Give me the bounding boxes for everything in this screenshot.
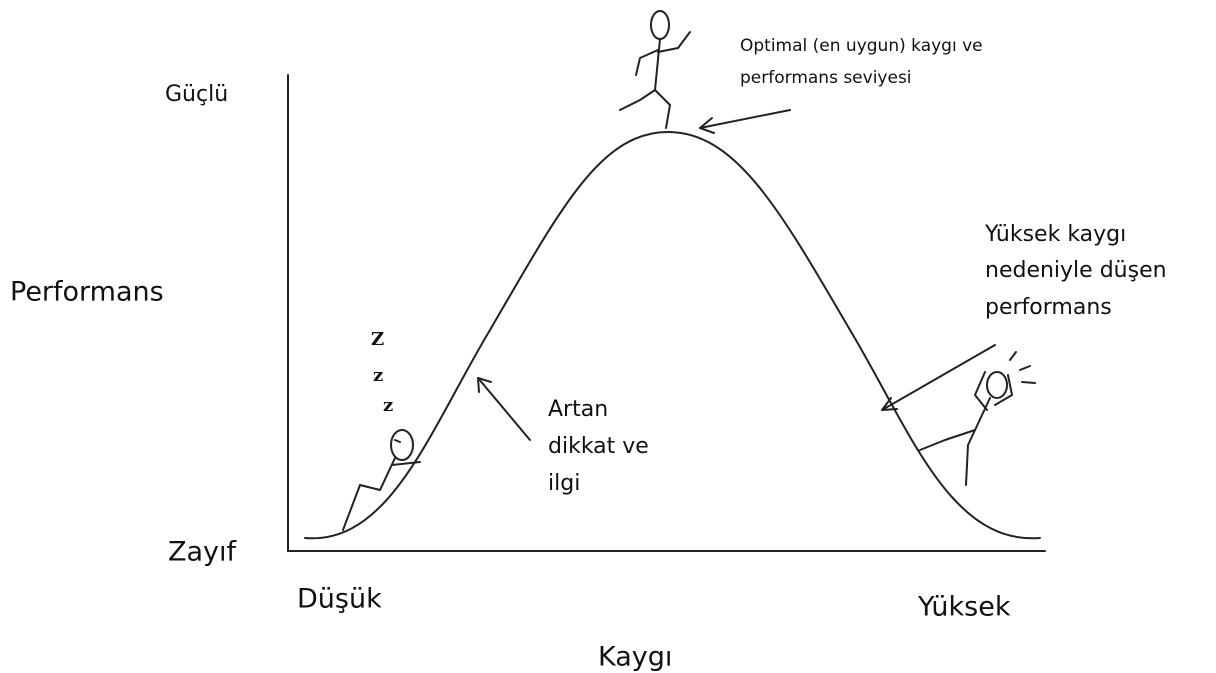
annotation-rising: ilgi — [548, 471, 580, 496]
annotation-rising: Artan — [548, 397, 608, 422]
x-right-label: Yüksek — [917, 592, 1011, 623]
annotation-optimal: Optimal (en uygun) kaygı ve — [740, 36, 983, 56]
annotation-optimal: performans seviyesi — [740, 68, 912, 88]
x-left-label: Düşük — [297, 584, 382, 615]
y-top-label: Güçlü — [165, 82, 228, 107]
sleep-z: Z — [371, 329, 384, 350]
y-bottom-label: Zayıf — [168, 537, 238, 568]
annotation-high: Yüksek kaygı — [984, 222, 1126, 247]
annotation-high: nedeniyle düşen — [985, 258, 1167, 283]
x-axis-label: Kaygı — [598, 642, 672, 673]
sleep-z: z — [383, 395, 393, 416]
y-axis-label: Performans — [10, 277, 164, 308]
sleep-z: z — [373, 365, 383, 386]
diagram: Güçlü Performans Zayıf Düşük Yüksek Kayg… — [0, 0, 1216, 673]
annotation-high: performans — [985, 295, 1112, 320]
annotation-rising: dikkat ve — [548, 434, 649, 459]
